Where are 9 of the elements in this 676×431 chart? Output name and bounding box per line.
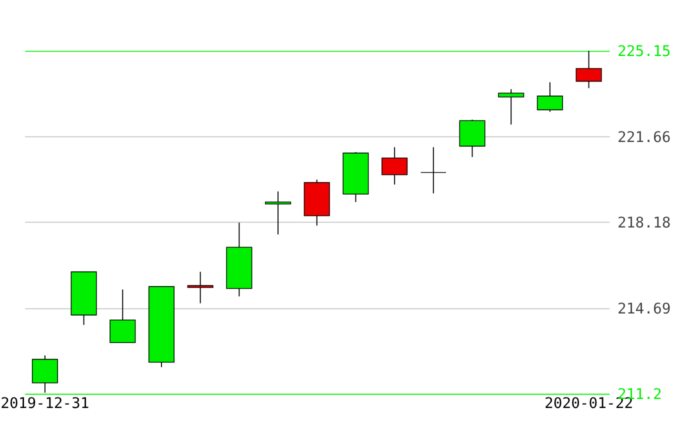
- y-tick-label: 225.15: [618, 43, 671, 60]
- y-tick-label: 214.69: [618, 300, 671, 318]
- candlestick: [498, 88, 524, 126]
- y-tick-label: 218.18: [618, 214, 671, 232]
- candlestick: [265, 190, 292, 235]
- x-tick-label: 2019-12-31: [0, 394, 90, 412]
- y-tick-label: 221.66: [618, 129, 671, 146]
- candlestick: [420, 146, 446, 194]
- candlestick: [187, 271, 214, 304]
